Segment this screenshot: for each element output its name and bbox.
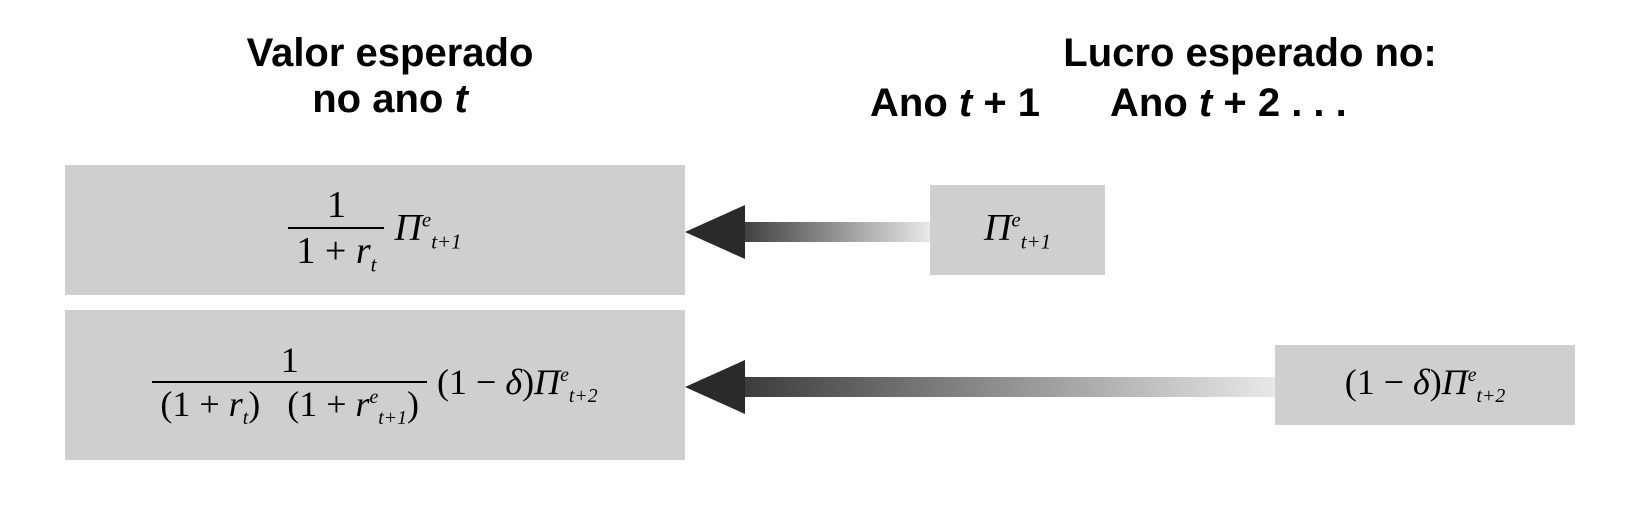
header-expected-value-line1: Valor esperado — [247, 31, 534, 75]
arrow-row2 — [685, 360, 1275, 414]
header-year-t1: Ano t + 1 — [870, 80, 1040, 126]
box-profit-row2: (1 − δ)Πet+2 — [1275, 345, 1575, 425]
header-expected-profit-title: Lucro esperado no: — [1063, 31, 1436, 75]
formula-value-row2: 1 (1 + rt) (1 + ret+1) (1 − δ)Πet+2 — [152, 339, 597, 430]
header-year-t2: Ano t + 2 . . . — [1110, 80, 1347, 126]
box-value-row1: 1 1 + rt Πet+1 — [65, 165, 685, 295]
diagram-canvas: Valor esperado no ano t Lucro esperado n… — [0, 0, 1652, 530]
header-expected-value-var-t: t — [454, 77, 467, 121]
arrow-row1 — [685, 205, 930, 259]
formula-value-row1: 1 1 + rt Πet+1 — [288, 183, 461, 278]
header-expected-value-line2-prefix: no ano — [312, 77, 454, 121]
box-profit-row1: Πet+1 — [930, 185, 1105, 275]
header-expected-profit: Lucro esperado no: Ano t + 1 Ano t + 2 .… — [870, 30, 1630, 126]
box-value-row2: 1 (1 + rt) (1 + ret+1) (1 − δ)Πet+2 — [65, 310, 685, 460]
formula-profit-row2: (1 − δ)Πet+2 — [1345, 361, 1506, 408]
formula-profit-row1: Πet+1 — [984, 206, 1051, 255]
header-expected-value: Valor esperado no ano t — [110, 30, 670, 122]
